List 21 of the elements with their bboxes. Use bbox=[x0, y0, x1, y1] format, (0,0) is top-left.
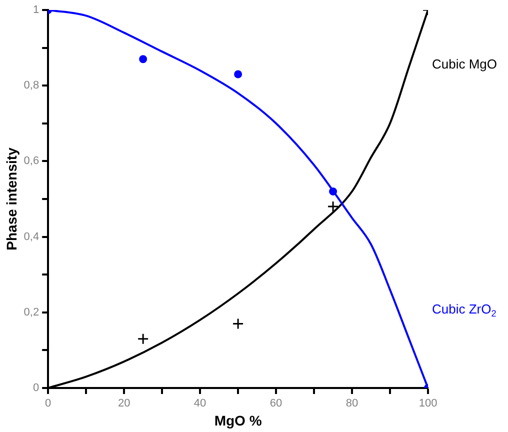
y-tick-label: 0,6 bbox=[24, 155, 40, 168]
y-tick-label: 0,2 bbox=[24, 306, 40, 318]
y-tick-label: 0,8 bbox=[24, 80, 40, 92]
point bbox=[327, 200, 339, 212]
x-tick-label: 100 bbox=[418, 398, 438, 410]
x-tick-label: 80 bbox=[346, 398, 358, 410]
y-tick-label: 0,4 bbox=[24, 230, 40, 243]
y-tick-label: 1 bbox=[32, 4, 40, 16]
y-axis-title: Phase intensity bbox=[3, 147, 20, 250]
point bbox=[329, 187, 338, 196]
point bbox=[137, 333, 149, 345]
x-tick-label: 0 bbox=[45, 398, 52, 410]
y-tick-label: 0 bbox=[32, 382, 40, 394]
point bbox=[232, 318, 244, 330]
point bbox=[139, 55, 148, 64]
x-tick-label: 20 bbox=[118, 398, 130, 410]
point bbox=[234, 70, 242, 78]
series-label: Cubic MgO bbox=[432, 56, 498, 72]
x-tick-label: 60 bbox=[270, 398, 282, 410]
x-axis-title: MgO % bbox=[214, 412, 262, 428]
x-tick-label: 40 bbox=[194, 398, 206, 410]
